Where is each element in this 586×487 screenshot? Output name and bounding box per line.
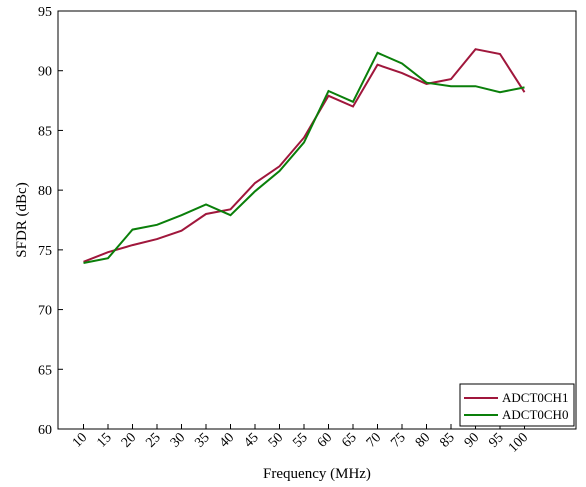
x-tick-label: 65 (339, 430, 360, 451)
x-tick-label: 80 (413, 430, 434, 451)
y-tick-label: 85 (38, 124, 52, 139)
y-tick-label: 90 (38, 65, 52, 80)
y-tick-label: 70 (38, 304, 52, 319)
x-tick-label: 30 (168, 430, 189, 451)
series-group (83, 48, 526, 264)
x-tick-label: 35 (192, 430, 213, 451)
x-tick-label: 15 (94, 430, 115, 451)
series-line-adct0ch1 (83, 48, 526, 263)
legend-label: ADCT0CH1 (502, 390, 568, 405)
y-tick-label: 60 (38, 423, 52, 438)
x-tick-label: 25 (143, 430, 164, 451)
series-line-adct0ch0 (83, 51, 525, 264)
x-tick-label: 95 (486, 430, 507, 451)
legend-label: ADCT0CH0 (502, 407, 568, 422)
x-tick-label: 90 (462, 430, 483, 451)
y-tick-label: 65 (38, 363, 52, 378)
legend-box (459, 383, 575, 427)
plot-border (57, 10, 577, 430)
x-tick-label: 85 (437, 430, 458, 451)
y-tick-label: 95 (38, 5, 52, 20)
x-tick-label: 60 (315, 430, 336, 451)
x-tick-label: 45 (241, 430, 262, 451)
y-tick-label: 80 (38, 184, 52, 199)
x-axis-label: Frequency (MHz) (263, 466, 371, 482)
x-tick-label: 55 (290, 430, 311, 451)
x-tick-label: 40 (217, 430, 238, 451)
x-tick-label: 10 (70, 430, 91, 451)
y-axis: 60 65 70 75 80 85 90 95 (38, 5, 63, 438)
x-tick-label: 50 (266, 430, 287, 451)
x-tick-label: 100 (506, 430, 531, 455)
x-tick-label: 75 (388, 430, 409, 451)
y-axis-label: SFDR (dBc) (14, 182, 30, 257)
legend: ADCT0CH1 ADCT0CH0 (459, 383, 575, 427)
y-tick-label: 75 (38, 244, 52, 259)
x-tick-label: 70 (364, 430, 385, 451)
plot-area (57, 10, 577, 430)
x-tick-label: 20 (119, 430, 140, 451)
